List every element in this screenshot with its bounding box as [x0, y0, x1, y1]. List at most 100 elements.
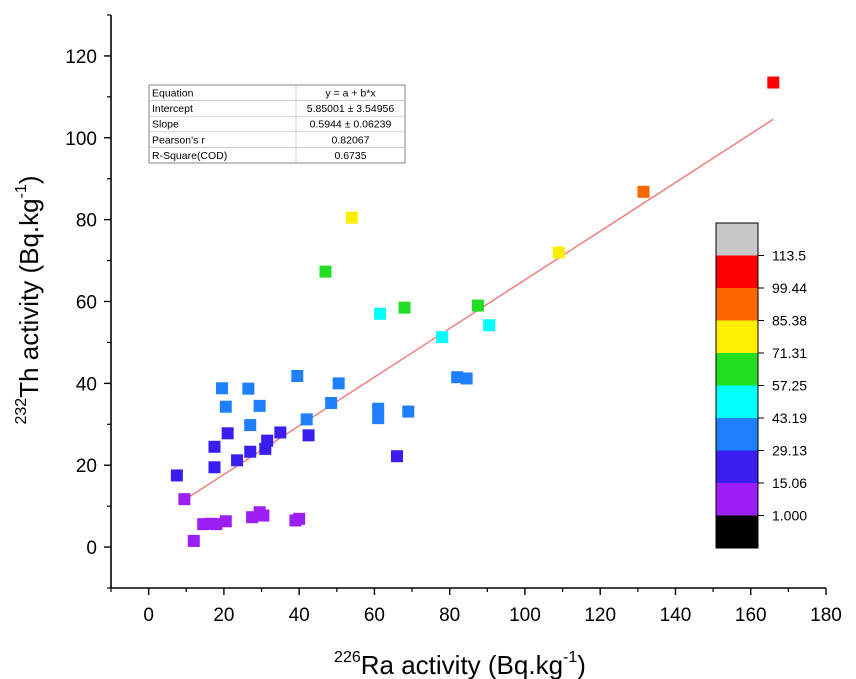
colorbar-label: 15.06 — [772, 475, 807, 491]
data-point — [244, 419, 257, 432]
data-point — [216, 382, 229, 395]
colorbar-segment — [716, 483, 758, 516]
colorbar-segment — [716, 353, 758, 386]
colorbar-segment — [716, 288, 758, 321]
stats-value: 0.6735 — [334, 150, 366, 162]
y-tick-label: 80 — [76, 211, 97, 232]
y-tick-label: 40 — [76, 374, 97, 395]
data-point — [372, 402, 385, 415]
colorbar-label: 113.5 — [772, 248, 806, 264]
data-point — [208, 440, 221, 453]
colorbar-label: 29.13 — [772, 443, 807, 459]
data-point — [436, 331, 449, 344]
x-tick-label: 100 — [509, 605, 541, 626]
data-point — [451, 371, 464, 384]
y-tick-label: 20 — [76, 456, 97, 477]
x-tick-label: 80 — [439, 605, 460, 626]
stats-value: 0.82067 — [332, 134, 370, 146]
x-tick-label: 0 — [143, 605, 154, 626]
colorbar-segment — [716, 385, 758, 419]
axes-layer: 0 20 40 60 80 100 120 140 160 180 0 20 40 60 80 100 120 — [65, 14, 842, 626]
x-tick-label: 180 — [810, 605, 842, 626]
x-title-sup: 226 — [334, 649, 361, 666]
data-point — [221, 427, 234, 440]
x-tick-label: 20 — [213, 605, 234, 626]
data-point — [291, 369, 304, 382]
data-point — [210, 518, 223, 531]
colorbar: 113.5 99.44 85.38 71.31 57.25 43.19 29.13 15.06… — [715, 222, 807, 549]
data-point — [332, 377, 345, 390]
data-point — [300, 413, 313, 426]
data-point — [325, 397, 338, 410]
colorbar-label: 1.000 — [772, 508, 807, 524]
data-point — [244, 445, 257, 458]
data-point — [219, 400, 232, 413]
colorbar-segment — [716, 450, 758, 484]
colorbar-segment — [716, 515, 758, 549]
y-tick-label: 100 — [65, 129, 97, 150]
data-point — [293, 512, 306, 525]
data-point — [274, 426, 287, 439]
axis-titles: 226Ra activity (Bq.kg-1) 232Th activity … — [13, 175, 586, 679]
colorbar-label: 85.38 — [772, 313, 807, 329]
data-point — [637, 185, 650, 198]
x-tick-label: 60 — [364, 605, 385, 626]
stats-value: 0.5944 ± 0.06239 — [310, 119, 392, 131]
data-point — [767, 76, 780, 89]
data-point — [231, 454, 244, 467]
data-point — [374, 307, 387, 320]
colorbar-label: 99.44 — [772, 280, 807, 296]
stats-label: Intercept — [152, 103, 193, 115]
data-point — [246, 511, 259, 524]
colorbar-segment — [716, 418, 758, 451]
colorbar-label: 43.19 — [772, 410, 807, 426]
y-tick-label: 120 — [65, 47, 97, 68]
data-point — [402, 405, 415, 418]
colorbar-label: 71.31 — [772, 345, 807, 361]
x-tick-label: 160 — [735, 605, 767, 626]
stats-label: R-Square(COD) — [152, 150, 227, 162]
colorbar-segment — [716, 320, 758, 354]
data-point — [208, 461, 221, 474]
stats-table-frame — [148, 84, 406, 164]
colorbar-segment — [716, 223, 758, 256]
colorbar-segment — [716, 255, 758, 289]
data-point — [552, 246, 565, 259]
stats-label: Pearson's r — [152, 134, 205, 146]
stats-label: Slope — [152, 119, 179, 131]
y-title-sup: 232 — [13, 398, 30, 425]
y-tick-label: 0 — [86, 538, 97, 559]
x-title-unit-sup: -1 — [563, 649, 577, 666]
data-point — [253, 399, 266, 412]
y-axis-title: 232Th activity (Bq.kg-1) — [13, 175, 44, 424]
y-title-unit-sup: -1 — [13, 184, 30, 198]
data-point — [257, 509, 270, 522]
data-point — [391, 450, 403, 463]
colorbar-label: 57.25 — [772, 378, 807, 394]
y-tick-label: 60 — [76, 293, 97, 314]
data-point — [398, 301, 411, 314]
x-tick-label: 120 — [584, 605, 616, 626]
y-title-close: ) — [14, 175, 44, 184]
data-point — [178, 493, 191, 506]
stats-value: 5.85001 ± 3.54956 — [307, 103, 395, 115]
points-layer — [170, 76, 780, 547]
data-point — [483, 319, 496, 332]
y-title-text: Th activity (Bq.kg — [14, 198, 44, 397]
data-point — [471, 299, 484, 312]
data-point — [242, 382, 255, 395]
data-point — [170, 469, 183, 482]
data-point — [187, 534, 200, 547]
stats-table: Equation y = a + b*x Intercept 5.85001 ± 3.… — [148, 84, 406, 164]
data-point — [219, 515, 232, 528]
x-title-text: Ra activity (Bq.kg — [361, 650, 563, 679]
data-point — [259, 442, 272, 455]
stats-value: y = a + b*x — [325, 88, 376, 100]
stats-label: Equation — [152, 88, 194, 100]
x-axis-title: 226Ra activity (Bq.kg-1) — [334, 649, 586, 679]
x-title-close: ) — [577, 650, 586, 679]
data-point — [302, 429, 315, 442]
x-tick-label: 40 — [289, 605, 310, 626]
data-point — [460, 372, 473, 385]
